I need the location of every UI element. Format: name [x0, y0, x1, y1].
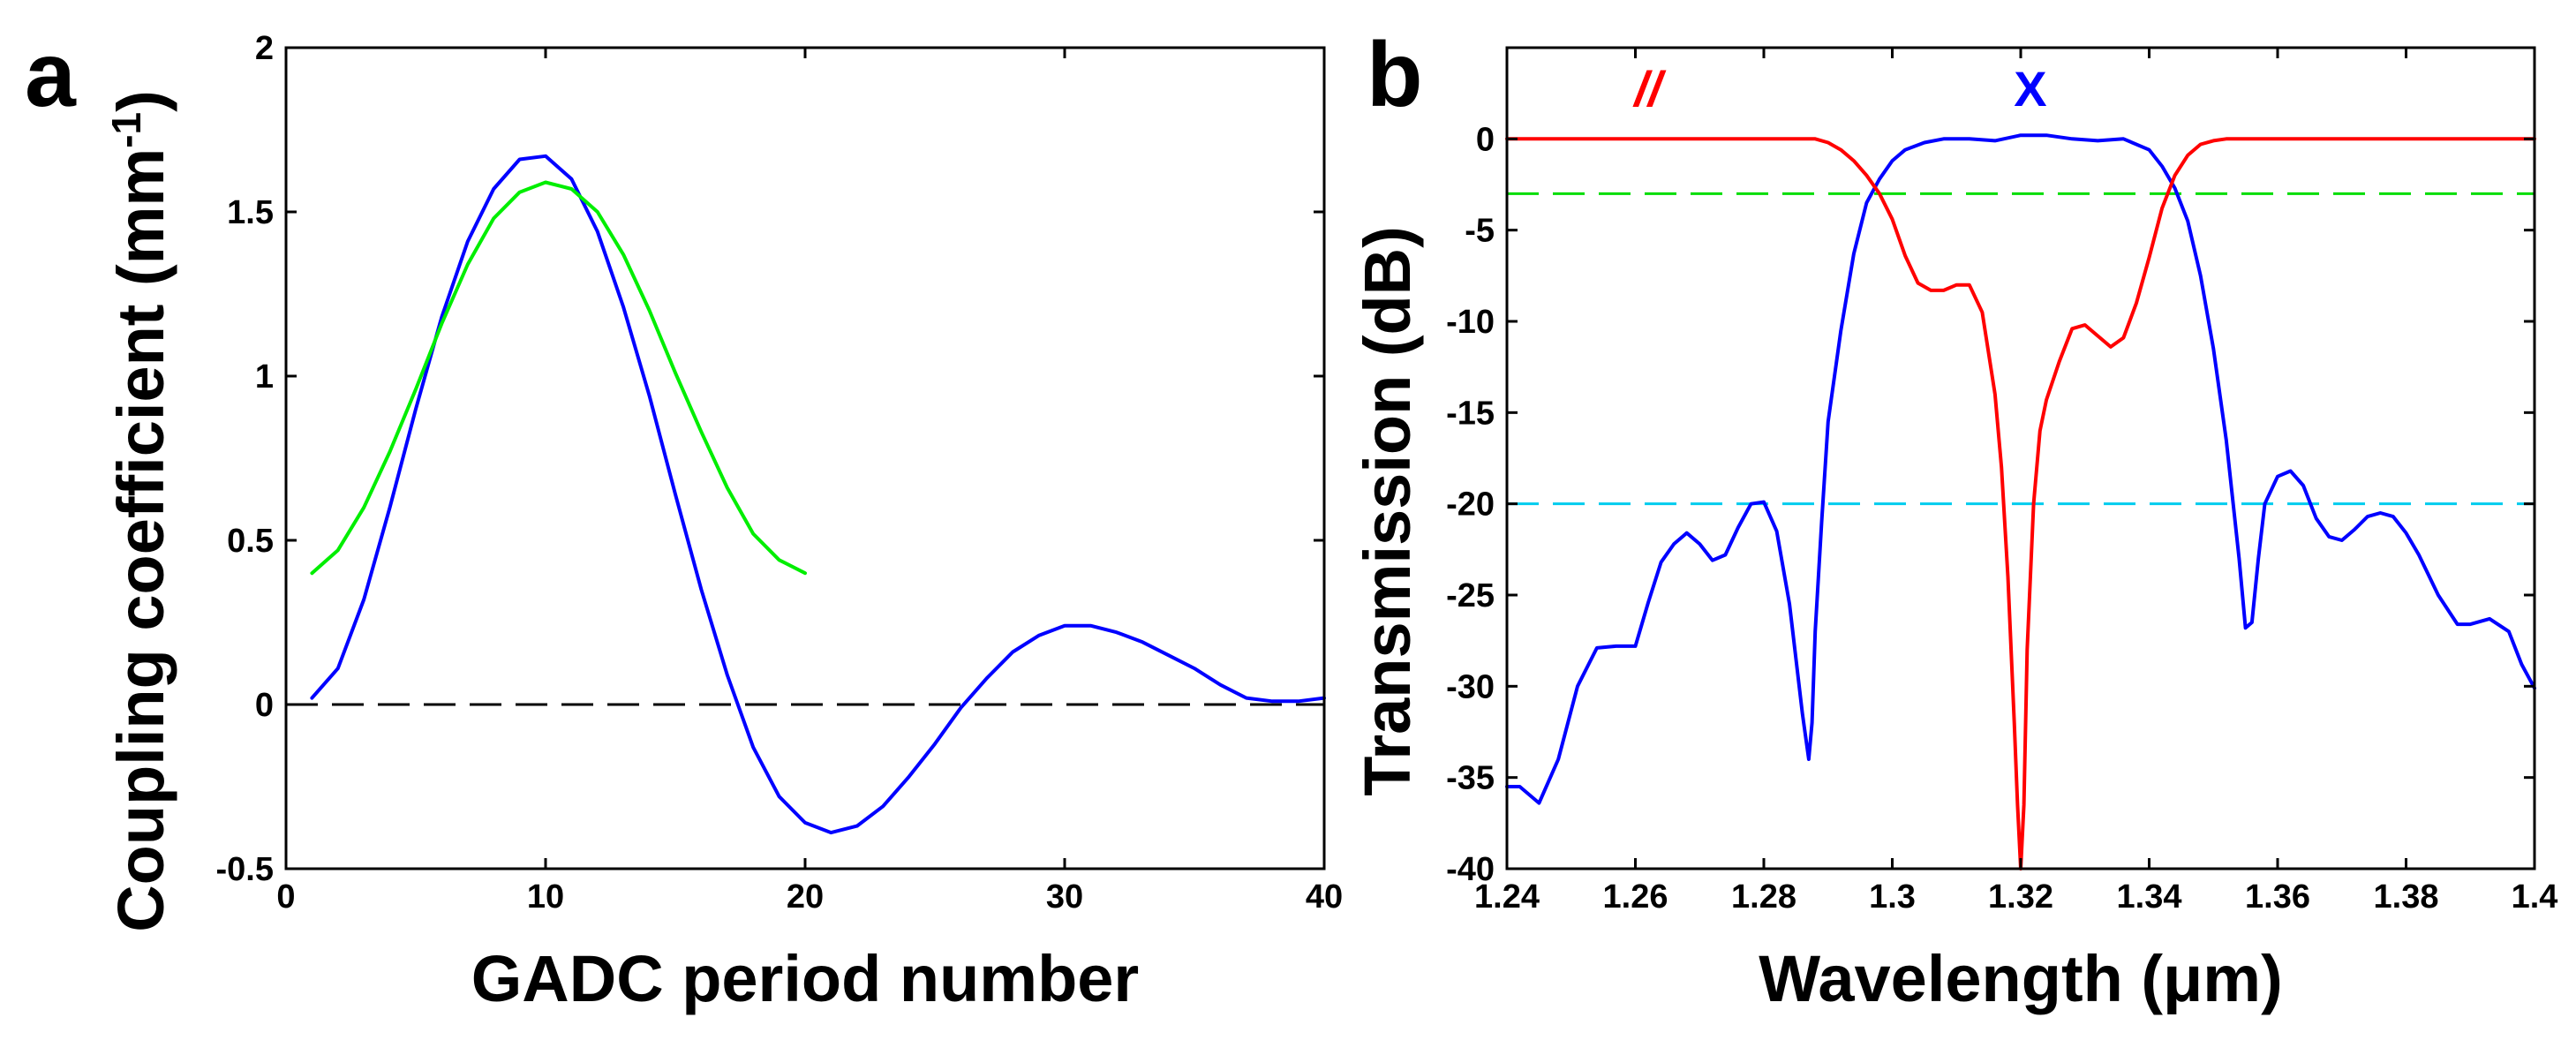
panel-a-plot-area — [286, 154, 1326, 835]
y-tick-label: 0 — [1476, 121, 1495, 158]
panel-b-y-ticks: -40 -35 -30 -25 -20 -15 -10 -5 0 — [1446, 121, 2535, 888]
y-tick-label: -0.5 — [216, 851, 274, 888]
panel-b-annotations: // X — [1631, 61, 2046, 117]
panel-b-x-ticks: 1.24 1.26 1.28 1.3 1.32 1.34 1.36 1.38 1.4 — [1474, 48, 2557, 916]
y-tick-label: 2 — [255, 30, 274, 67]
y-tick-label: -35 — [1446, 760, 1495, 797]
x-tick-label: 20 — [787, 878, 824, 916]
panel-a-y-ticks: -0.5 0 0.5 1 1.5 2 — [216, 30, 1324, 888]
y-tick-label: -40 — [1446, 851, 1495, 888]
y-tick-label: 0 — [255, 687, 274, 724]
x-tick-label: 1.24 — [1474, 878, 1540, 916]
panel-a-y-axis-label: Coupling coefficient (mm-1) — [103, 90, 177, 932]
panel-b-series-group — [1505, 133, 2536, 870]
panel-b-y-axis-label: Transmission (dB) — [1351, 226, 1424, 796]
panel-a-y-axis-label-superscript: -1 — [103, 112, 149, 148]
panel-a-chart: a 0 10 20 30 40 -0.500.511.52 GADC period nu… — [25, 24, 1343, 1015]
panel-a-series-group — [310, 154, 1326, 835]
x-tick-label: 0 — [276, 878, 295, 916]
x-tick-label: 30 — [1046, 878, 1083, 916]
panel-a-axes-frame — [284, 46, 1326, 870]
y-tick-label: -10 — [1446, 304, 1495, 341]
parallel-label: // — [1631, 61, 1667, 117]
panel-a-x-ticks: 0 10 20 30 40 — [276, 48, 1343, 916]
x-tick-label: 1.32 — [1988, 878, 2053, 916]
panel-b-x-axis-label: Wavelength (μm) — [1759, 942, 2282, 1015]
panel-a-y-axis-label-main: Coupling coefficient (mm — [104, 148, 177, 932]
panel-b-chart: b // X 1.24 1.26 1.28 1.3 1.32 1.34 1.36 1.38 1.4… — [1351, 24, 2557, 1015]
x-tick-label: 1.38 — [2374, 878, 2439, 916]
panel-a-green-series-line — [310, 180, 807, 576]
y-tick-label: -5 — [1465, 213, 1495, 250]
y-tick-label: 1 — [255, 358, 274, 396]
panel-a-blue-series-line — [310, 154, 1326, 835]
y-tick-label: 0.5 — [227, 523, 274, 560]
panel-a-y-axis-label-end: ) — [104, 90, 177, 112]
panel-b-letter: b — [1367, 24, 1423, 126]
x-tick-label: 40 — [1306, 878, 1343, 916]
x-tick-label: 1.28 — [1731, 878, 1796, 916]
x-tick-label: 1.36 — [2245, 878, 2310, 916]
x-tick-label: 1.4 — [2512, 878, 2558, 916]
panel-b-parallel-series-line — [1505, 137, 2536, 870]
x-tick-label: 10 — [527, 878, 564, 916]
x-tick-label: 1.26 — [1603, 878, 1668, 916]
y-tick-label: -25 — [1446, 577, 1495, 614]
y-tick-label: -20 — [1446, 486, 1495, 524]
y-tick-label: 1.5 — [227, 194, 274, 231]
x-tick-label: 1.34 — [2117, 878, 2182, 916]
cross-label: X — [2014, 61, 2046, 117]
panel-b-cross-series-line — [1505, 133, 2536, 805]
y-tick-label: -15 — [1446, 395, 1495, 432]
x-tick-label: 1.3 — [1869, 878, 1916, 916]
panel-b-axes-frame — [1505, 46, 2536, 870]
panel-a-x-axis-label: GADC period number — [471, 942, 1139, 1015]
panel-a-letter: a — [25, 24, 77, 126]
y-tick-label: -30 — [1446, 668, 1495, 705]
panel-b-reference-lines — [1507, 192, 2535, 506]
